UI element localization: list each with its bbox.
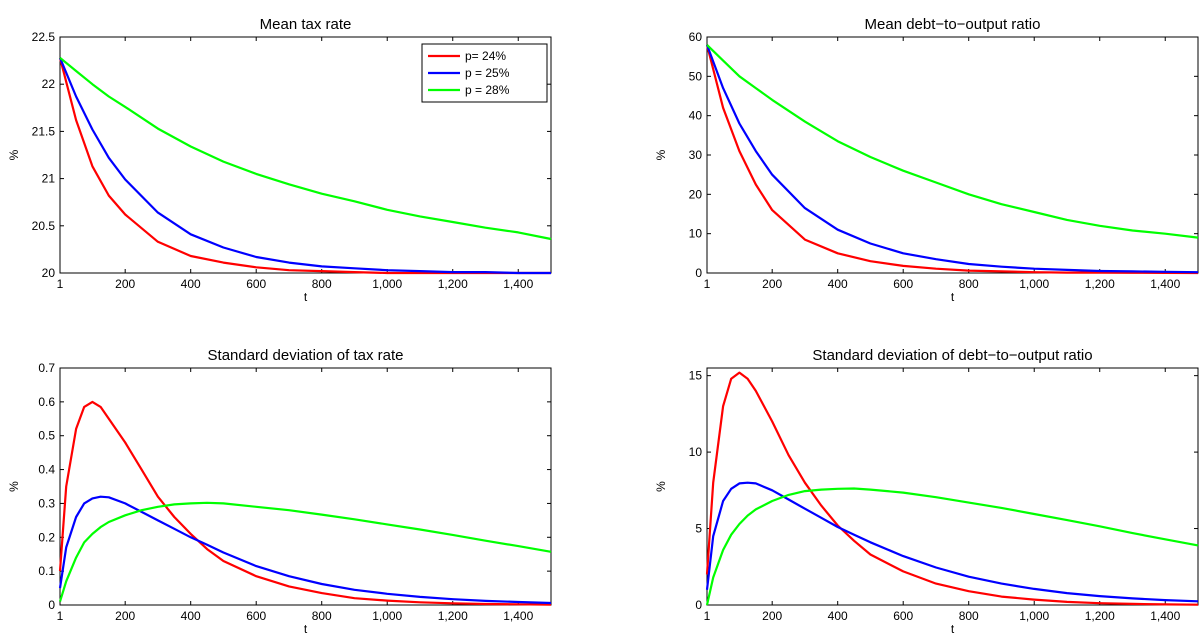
- x-tick-label: 200: [762, 609, 782, 623]
- legend-entry-3: p = 28%: [465, 83, 510, 97]
- x-axis-label: t: [304, 290, 308, 304]
- series-line-3: [706, 44, 1199, 239]
- x-axis-label: t: [951, 622, 955, 636]
- y-tick-label: 20.5: [32, 219, 56, 233]
- y-tick-label: 0.4: [38, 463, 55, 477]
- y-tick-label: 0: [695, 266, 702, 280]
- x-tick-label: 1: [57, 609, 64, 623]
- x-tick-label: 400: [181, 609, 201, 623]
- x-tick-label: 600: [246, 609, 266, 623]
- x-tick-label: 1: [704, 277, 711, 291]
- chart-title: Mean debt−to−output ratio: [865, 16, 1041, 33]
- x-tick-label: 1,400: [1150, 277, 1180, 291]
- series-line-2: [705, 481, 1199, 603]
- plot-area: [706, 367, 1199, 606]
- chart-panel-4: 1 200 400 600 800 1,000 1,200 1,400 0 5 10 15 Standa…: [654, 347, 1199, 636]
- legend-entry-2: p = 25%: [465, 66, 510, 80]
- x-tick-label: 600: [246, 277, 266, 291]
- x-tick-label: 600: [893, 277, 913, 291]
- x-tick-label: 1,400: [503, 609, 533, 623]
- y-tick-label: 0.1: [38, 564, 55, 578]
- y-tick-label: 20: [42, 266, 56, 280]
- x-tick-label: 800: [312, 277, 332, 291]
- x-tick-label: 600: [893, 609, 913, 623]
- series-line-1: [705, 371, 1199, 606]
- series-line-3: [705, 487, 1199, 606]
- x-tick-label: 1,400: [503, 277, 533, 291]
- x-tick-label: 400: [828, 609, 848, 623]
- chart-title: Mean tax rate: [260, 16, 352, 33]
- x-tick-label: 400: [181, 277, 201, 291]
- y-tick-label: 5: [695, 522, 702, 536]
- x-tick-label: 1,000: [372, 277, 402, 291]
- y-axis-label: %: [654, 149, 668, 160]
- y-tick-label: 0.2: [38, 530, 55, 544]
- y-tick-label: 50: [689, 69, 703, 83]
- y-tick-label: 21: [42, 172, 56, 186]
- y-tick-label: 10: [689, 227, 703, 241]
- x-axis-label: t: [304, 622, 308, 636]
- x-tick-label: 200: [115, 609, 135, 623]
- x-tick-label: 1,000: [1019, 609, 1049, 623]
- y-tick-label: 10: [689, 445, 703, 459]
- series-line-3: [59, 56, 552, 241]
- y-tick-label: 0.5: [38, 429, 55, 443]
- chart-panel-2: 1 200 400 600 800 1,000 1,200 1,400 0 10 20 30 40 50 6…: [654, 16, 1199, 304]
- y-tick-label: 40: [689, 109, 703, 123]
- y-tick-label: 15: [689, 369, 703, 383]
- y-tick-label: 20: [689, 187, 703, 201]
- y-tick-label: 22: [42, 77, 56, 91]
- y-tick-label: 0: [695, 598, 702, 612]
- x-tick-label: 1: [704, 609, 711, 623]
- series-line-3: [58, 501, 552, 602]
- x-tick-label: 800: [312, 609, 332, 623]
- y-axis-label: %: [7, 149, 21, 160]
- x-tick-label: 1,200: [1085, 277, 1115, 291]
- y-tick-label: 30: [689, 148, 703, 162]
- series-line-2: [58, 495, 552, 605]
- series-line-2: [705, 44, 1199, 274]
- x-tick-label: 1,400: [1150, 609, 1180, 623]
- x-tick-label: 1,000: [1019, 277, 1049, 291]
- chart-panel-1: 1 200 400 600 800 1,000 1,200 1,400 20 20.5 21 21.5…: [7, 16, 552, 304]
- y-axis-label: %: [654, 481, 668, 492]
- y-tick-label: 22.5: [32, 30, 56, 44]
- legend: p= 24% p = 25% p = 28%: [421, 43, 548, 103]
- plot-area: [706, 36, 1199, 274]
- y-tick-label: 21.5: [32, 124, 56, 138]
- plot-area: [59, 367, 552, 606]
- y-tick-label: 0: [48, 598, 55, 612]
- x-tick-label: 1,000: [372, 609, 402, 623]
- x-tick-label: 1: [57, 277, 64, 291]
- series-line-1: [705, 44, 1199, 275]
- y-tick-label: 0.7: [38, 361, 55, 375]
- y-tick-label: 60: [689, 30, 703, 44]
- chart-panel-3: 1 200 400 600 800 1,000 1,200 1,400 0 0.1 0.2 0.3 0.…: [7, 347, 552, 636]
- chart-title: Standard deviation of tax rate: [208, 347, 404, 364]
- chart-title: Standard deviation of debt−to−output rat…: [812, 347, 1092, 364]
- x-tick-label: 400: [828, 277, 848, 291]
- x-tick-label: 1,200: [1085, 609, 1115, 623]
- y-tick-label: 0.6: [38, 395, 55, 409]
- y-axis-label: %: [7, 481, 21, 492]
- series-line-2: [58, 57, 551, 275]
- x-tick-label: 1,200: [438, 277, 468, 291]
- x-tick-label: 200: [762, 277, 782, 291]
- legend-entry-1: p= 24%: [465, 49, 506, 63]
- x-tick-label: 1,200: [438, 609, 468, 623]
- x-tick-label: 800: [959, 277, 979, 291]
- x-axis-label: t: [951, 290, 955, 304]
- y-tick-label: 0.3: [38, 496, 55, 510]
- x-tick-label: 800: [959, 609, 979, 623]
- x-tick-label: 200: [115, 277, 135, 291]
